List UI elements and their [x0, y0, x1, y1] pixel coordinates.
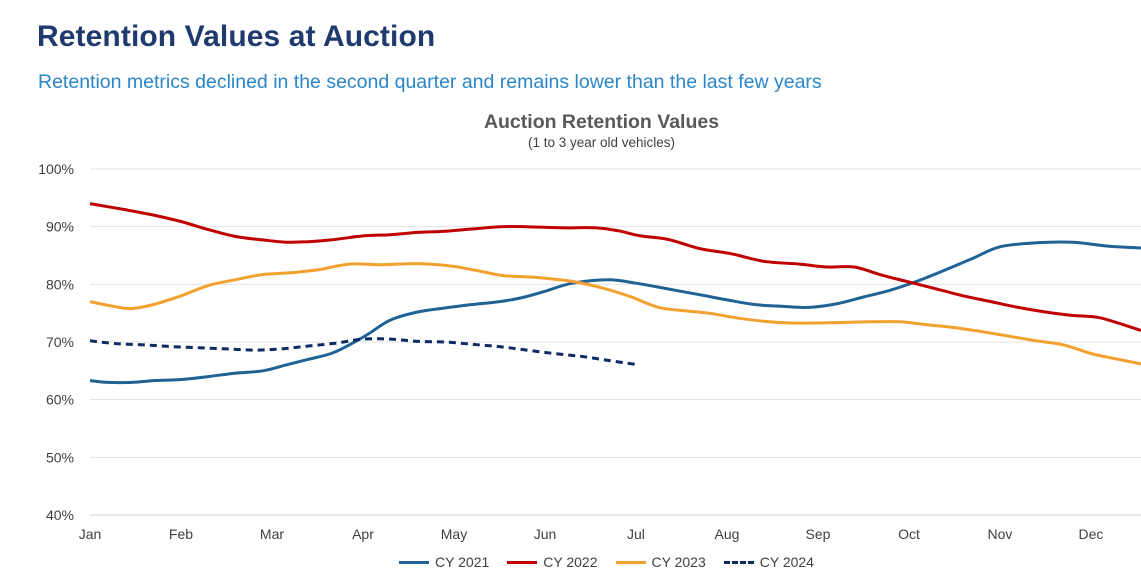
series-line-cy-2023	[89, 262, 1141, 366]
y-axis-ticks: 40% 50% 60% 70% 80% 90% 100%	[38, 161, 74, 523]
chart-title: Auction Retention Values	[483, 111, 720, 133]
x-tick-label: Apr	[352, 526, 374, 542]
gridlines	[90, 168, 1141, 516]
legend-swatch	[399, 560, 430, 564]
series-line-cy-2021	[89, 240, 1141, 385]
page-subtitle: Retention metrics declined in the second…	[38, 71, 822, 93]
y-tick-label: 80%	[46, 276, 74, 292]
legend-item: CY 2022	[507, 554, 598, 570]
x-tick-label: Jun	[534, 526, 557, 542]
x-tick-label: Sep	[806, 526, 831, 542]
series-line-cy-2024	[89, 337, 637, 366]
legend-swatch	[507, 560, 538, 564]
legend-swatch	[615, 560, 646, 564]
legend-item: CY 2023	[615, 554, 706, 570]
y-tick-label: 70%	[46, 334, 74, 350]
x-tick-label: Feb	[169, 526, 193, 542]
x-axis-ticks: Jan Feb Mar Apr May Jun Jul Aug Sep Oct Nov Dec	[79, 526, 1104, 542]
series-lines	[89, 202, 1141, 385]
legend-label: CY 2022	[543, 554, 598, 570]
legend-swatch	[723, 560, 754, 564]
y-tick-label: 50%	[46, 449, 74, 465]
legend-item: CY 2024	[723, 554, 814, 570]
x-tick-label: Jan	[79, 526, 102, 542]
chart-legend: CY 2021 CY 2022 CY 2023 CY 2024	[0, 554, 1141, 570]
y-tick-label: 100%	[38, 161, 74, 177]
legend-label: CY 2024	[759, 554, 814, 570]
y-tick-label: 60%	[46, 392, 74, 408]
legend-label: CY 2023	[651, 554, 706, 570]
x-tick-label: May	[441, 526, 467, 542]
chart-subtitle: (1 to 3 year old vehicles)	[527, 135, 676, 150]
x-tick-label: Dec	[1078, 526, 1103, 542]
x-tick-label: Jul	[627, 526, 645, 542]
y-tick-label: 90%	[46, 219, 74, 235]
page-title: Retention Values at Auction	[37, 20, 436, 53]
y-tick-label: 40%	[46, 507, 74, 523]
legend-item: CY 2021	[399, 554, 489, 570]
x-tick-label: Oct	[898, 526, 920, 542]
legend-label: CY 2021	[435, 554, 490, 570]
x-tick-label: Mar	[260, 526, 284, 542]
series-line-cy-2022	[89, 202, 1141, 332]
x-tick-label: Aug	[715, 526, 740, 542]
x-tick-label: Nov	[988, 526, 1013, 542]
